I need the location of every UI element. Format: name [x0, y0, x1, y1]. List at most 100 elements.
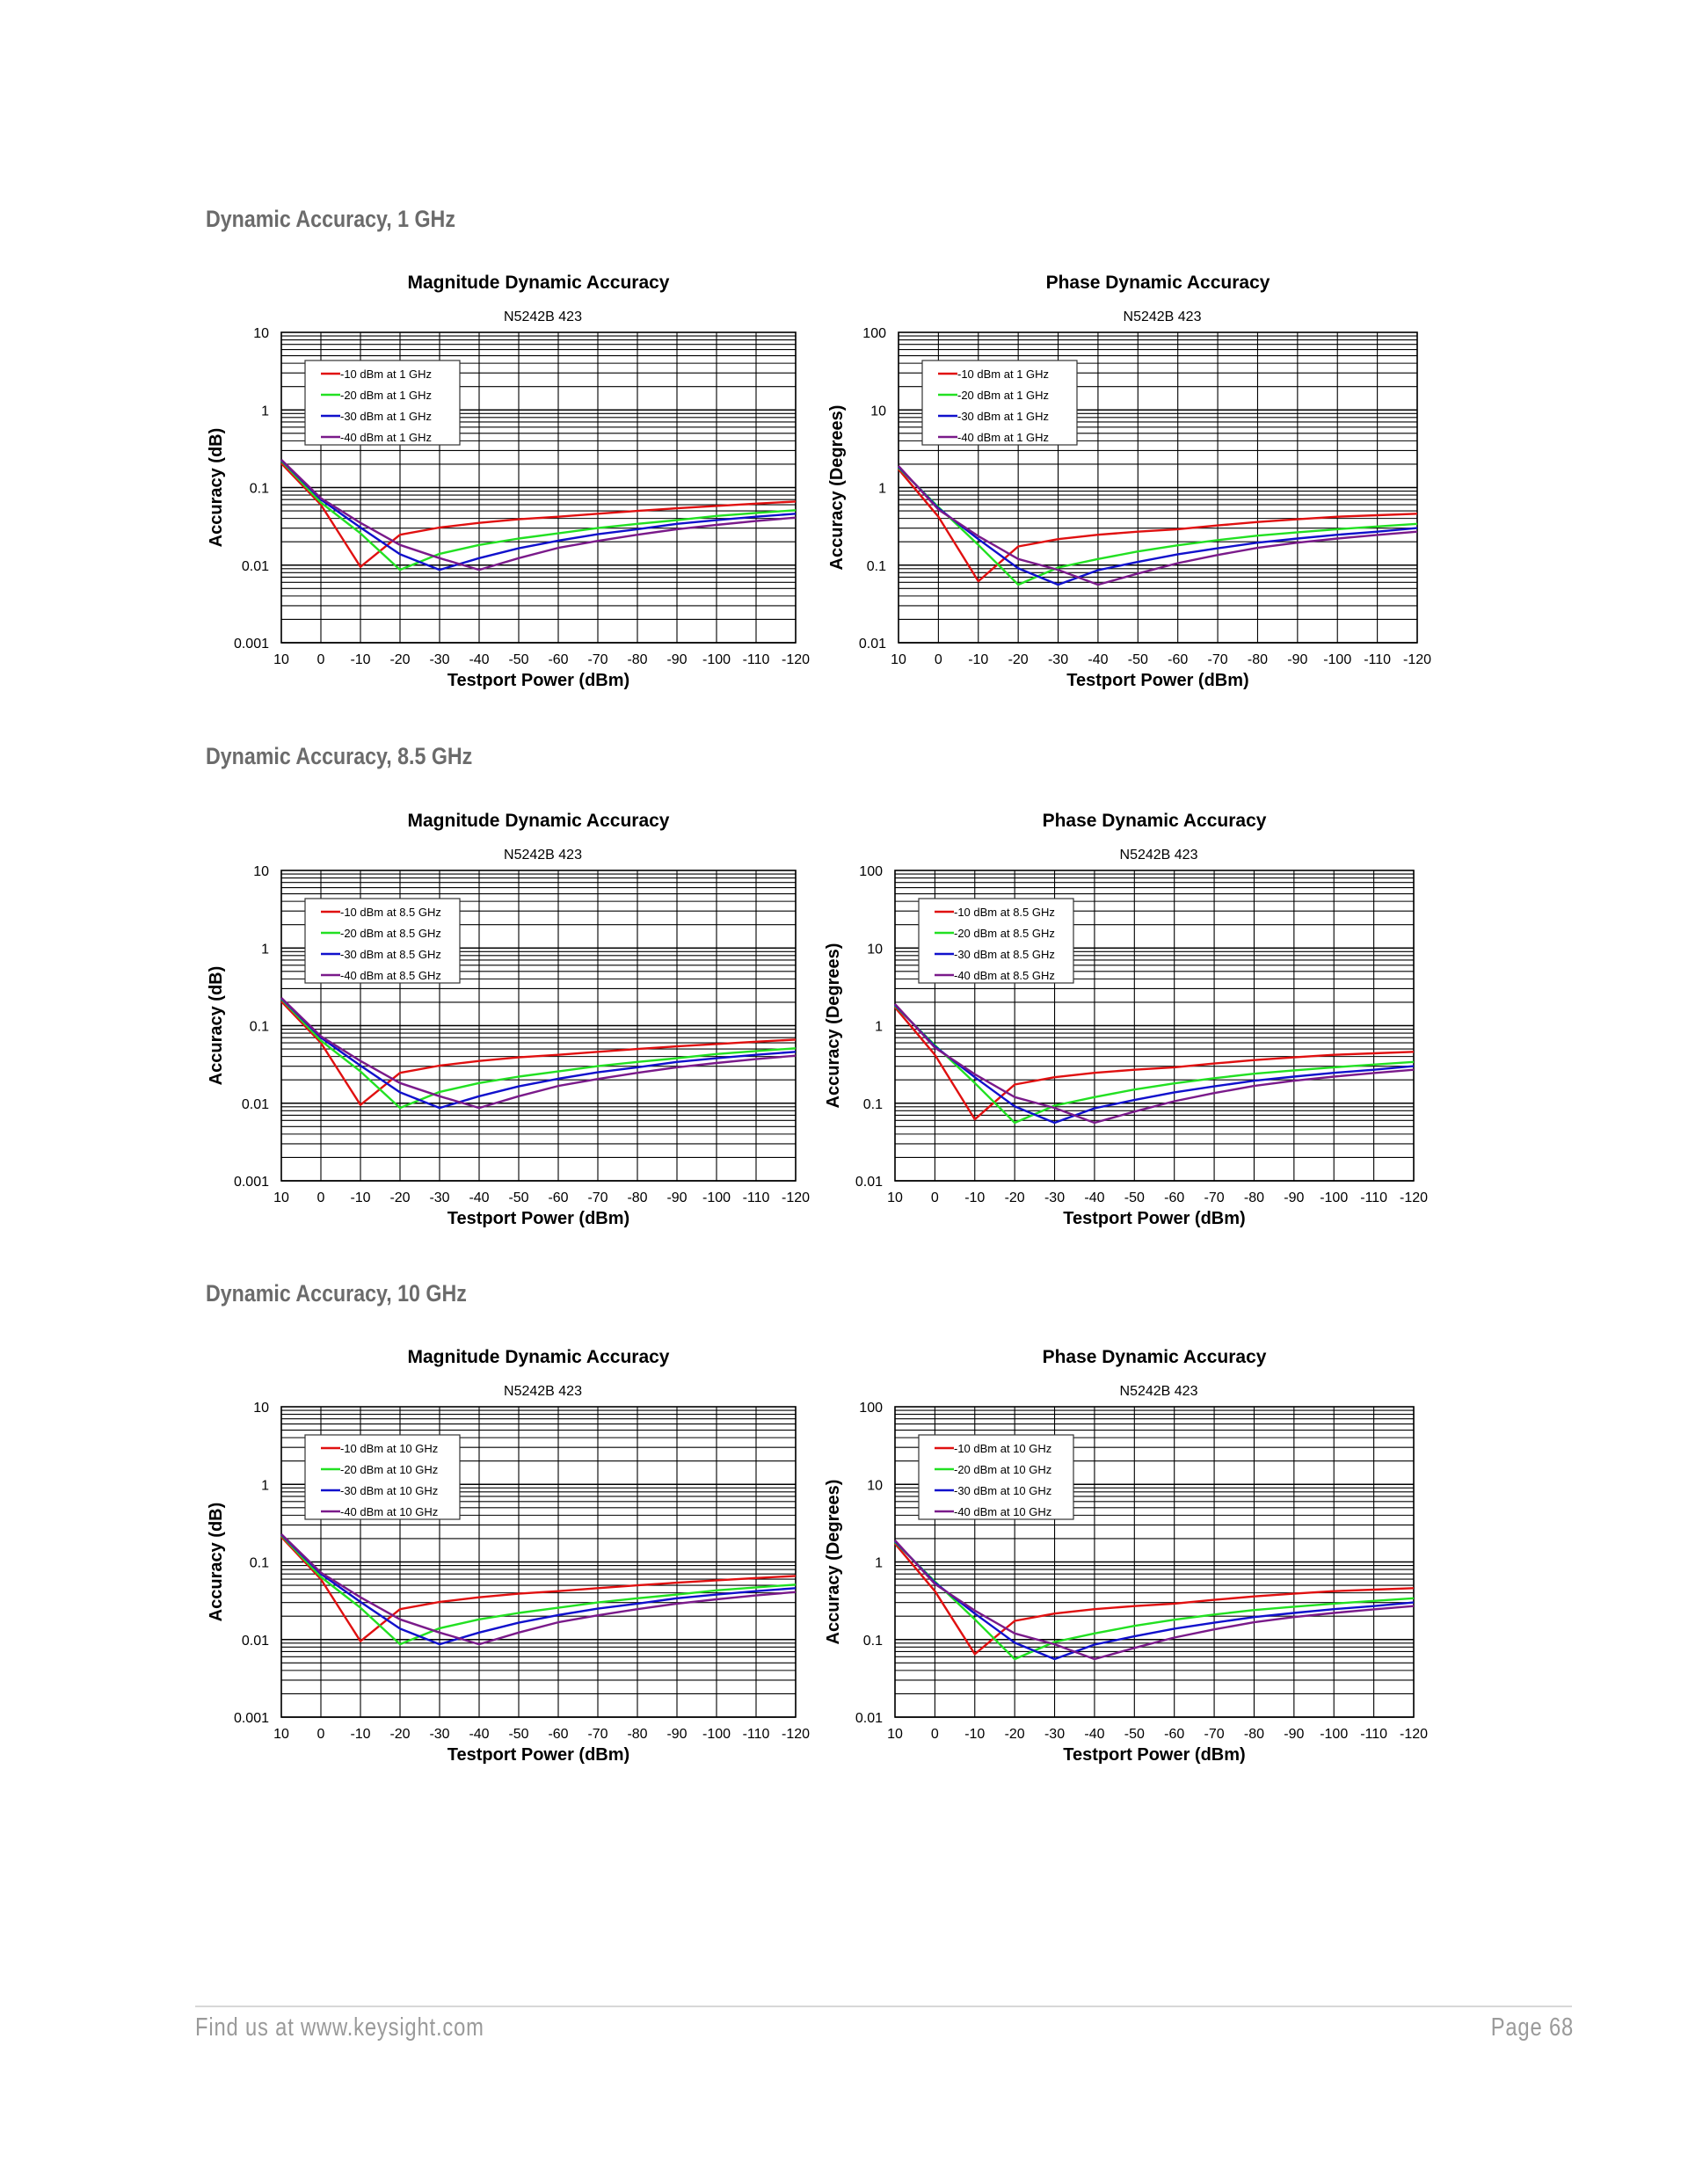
grid: [280, 331, 797, 644]
x-tick-label: -110: [1364, 652, 1391, 667]
chart-title: Phase Dynamic Accuracy: [1043, 811, 1267, 831]
plot-frame: [280, 870, 797, 1182]
legend-label: -30 dBm at 8.5 GHz: [954, 948, 1055, 961]
series-line-3: [280, 459, 797, 571]
series-line-2: [280, 1534, 797, 1646]
x-tick-label: -100: [702, 652, 731, 667]
chart-subtitle: N5242B 423: [1120, 1384, 1198, 1399]
x-tick-label: -20: [1005, 1190, 1025, 1205]
series-line-1: [898, 468, 1418, 583]
grid: [894, 1406, 1415, 1718]
y-tick-label: 10: [867, 1478, 883, 1493]
legend-label: -20 dBm at 1 GHz: [340, 389, 432, 402]
legend-label: -10 dBm at 10 GHz: [340, 1442, 438, 1455]
y-tick-label: 10: [253, 864, 269, 879]
x-tick-label: 0: [931, 1727, 939, 1742]
legend-label: -40 dBm at 8.5 GHz: [340, 969, 441, 982]
legend-label: -40 dBm at 1 GHz: [340, 431, 432, 444]
x-tick-label: -30: [429, 652, 449, 667]
x-tick-label: -80: [1244, 1727, 1264, 1742]
x-tick-label: -50: [1124, 1190, 1145, 1205]
legend-label: -40 dBm at 10 GHz: [340, 1505, 438, 1518]
x-tick-label: -60: [548, 1727, 568, 1742]
y-tick-label: 0.01: [855, 1711, 883, 1726]
x-tick-label: -90: [1287, 652, 1307, 667]
series-line-2: [280, 998, 797, 1110]
series-line-3: [894, 1004, 1415, 1125]
legend-label: -30 dBm at 1 GHz: [957, 410, 1049, 423]
x-tick-label: -110: [743, 1190, 770, 1205]
x-axis-label: Testport Power (dBm): [1063, 1745, 1245, 1765]
legend-label: -30 dBm at 8.5 GHz: [340, 948, 441, 961]
footer-website-link[interactable]: Find us at www.keysight.com: [195, 2013, 484, 2042]
x-axis-label: Testport Power (dBm): [447, 1745, 629, 1765]
series-line-2: [898, 467, 1418, 586]
x-tick-label: -20: [389, 1190, 410, 1205]
legend-label: -30 dBm at 1 GHz: [340, 410, 432, 423]
x-tick-label: -60: [1168, 652, 1188, 667]
chart-title: Phase Dynamic Accuracy: [1046, 273, 1270, 293]
x-tick-label: -40: [1084, 1190, 1104, 1205]
series-line-3: [280, 997, 797, 1110]
x-tick-label: 10: [891, 652, 906, 667]
legend-label: -20 dBm at 8.5 GHz: [954, 927, 1055, 940]
y-tick-label: 1: [261, 1478, 269, 1493]
x-tick-label: -20: [389, 652, 410, 667]
chart-subtitle: N5242B 423: [504, 848, 582, 863]
x-tick-label: -110: [743, 652, 770, 667]
x-tick-label: -10: [350, 1190, 370, 1205]
series-line-3: [280, 1533, 797, 1646]
legend-label: -30 dBm at 10 GHz: [954, 1484, 1051, 1497]
series-line-4: [894, 1003, 1415, 1125]
chart-title: Magnitude Dynamic Accuracy: [408, 273, 670, 293]
x-axis-label: Testport Power (dBm): [1066, 671, 1248, 690]
x-tick-label: -60: [548, 652, 568, 667]
legend-label: -10 dBm at 10 GHz: [954, 1442, 1051, 1455]
y-axis-label: Accuracy (dB): [207, 428, 226, 548]
y-tick-label: 1: [261, 404, 269, 419]
x-tick-label: -50: [1128, 652, 1148, 667]
legend: -10 dBm at 8.5 GHz -20 dBm at 8.5 GHz -30 …: [918, 898, 1074, 984]
x-axis-label: Testport Power (dBm): [447, 1209, 629, 1228]
legend: -10 dBm at 10 GHz -20 dBm at 10 GHz -30 dB…: [918, 1434, 1074, 1520]
legend-label: -10 dBm at 8.5 GHz: [954, 906, 1055, 919]
chart-subtitle: N5242B 423: [504, 309, 582, 324]
x-tick-label: -100: [702, 1727, 731, 1742]
x-tick-label: -50: [508, 1190, 528, 1205]
series-line-4: [898, 465, 1418, 586]
grid: [894, 870, 1415, 1182]
x-tick-label: -40: [469, 1727, 489, 1742]
y-axis-label: Accuracy (dB): [207, 966, 226, 1086]
y-tick-label: 0.1: [863, 1634, 883, 1649]
series-line-4: [894, 1540, 1415, 1661]
plot-frame: [898, 331, 1418, 644]
series-line-1: [280, 1001, 797, 1106]
x-tick-label: -90: [1284, 1190, 1304, 1205]
x-tick-label: -40: [469, 1190, 489, 1205]
x-tick-label: -20: [1008, 652, 1029, 667]
legend-label: -20 dBm at 10 GHz: [954, 1463, 1051, 1476]
x-tick-label: -30: [429, 1190, 449, 1205]
legend-label: -40 dBm at 8.5 GHz: [954, 969, 1055, 982]
x-tick-label: -10: [350, 1727, 370, 1742]
footer-page-number: Page 68: [1490, 2013, 1574, 2042]
x-tick-label: -110: [743, 1727, 770, 1742]
y-axis-label: Accuracy (Degrees): [824, 1480, 843, 1645]
x-tick-label: 0: [317, 1727, 325, 1742]
legend: -10 dBm at 8.5 GHz -20 dBm at 8.5 GHz -30 …: [304, 898, 461, 984]
plot-frame: [894, 1406, 1415, 1718]
y-tick-label: 0.1: [863, 1097, 883, 1112]
x-tick-label: -100: [1320, 1727, 1348, 1742]
y-tick-label: 0.1: [250, 1020, 269, 1035]
x-tick-label: -60: [1164, 1727, 1184, 1742]
x-tick-label: -70: [1204, 1190, 1225, 1205]
y-tick-label: 0.1: [867, 559, 886, 574]
x-tick-label: -90: [666, 652, 687, 667]
y-tick-label: 100: [859, 864, 883, 879]
y-tick-label: 0.01: [242, 559, 269, 574]
x-tick-label: -80: [627, 1190, 647, 1205]
x-tick-label: -100: [1320, 1190, 1348, 1205]
